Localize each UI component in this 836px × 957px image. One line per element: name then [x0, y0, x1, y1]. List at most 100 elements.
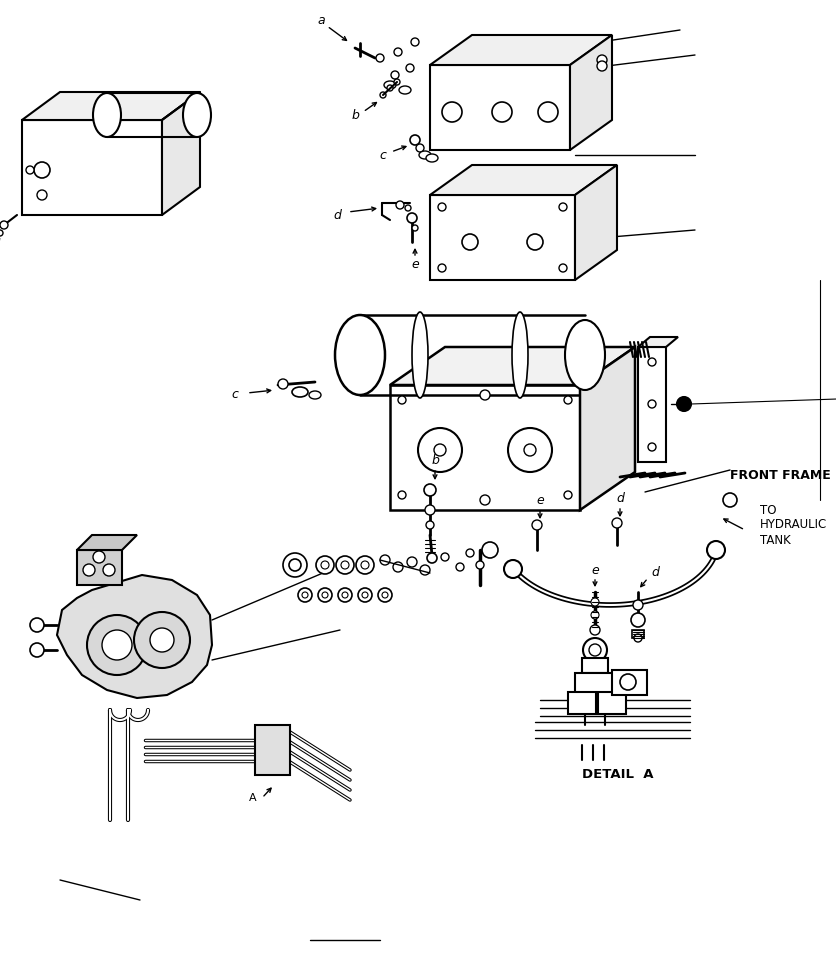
Circle shape [411, 225, 417, 231]
Circle shape [538, 102, 558, 122]
Text: DETAIL  A: DETAIL A [582, 768, 653, 782]
Polygon shape [637, 337, 677, 347]
Circle shape [558, 203, 566, 211]
Circle shape [589, 625, 599, 635]
Text: TO
HYDRAULIC
TANK: TO HYDRAULIC TANK [759, 503, 826, 546]
Polygon shape [430, 165, 616, 195]
Circle shape [0, 230, 3, 236]
Circle shape [302, 592, 308, 598]
Circle shape [342, 592, 348, 598]
Circle shape [482, 542, 497, 558]
Circle shape [398, 491, 405, 499]
Circle shape [466, 549, 473, 557]
Circle shape [340, 561, 349, 569]
Circle shape [527, 234, 543, 250]
Circle shape [0, 221, 8, 229]
Text: e: e [590, 564, 599, 576]
Circle shape [406, 213, 416, 223]
Circle shape [393, 562, 402, 572]
Text: b: b [350, 108, 359, 122]
Bar [581, 658, 607, 673]
Circle shape [563, 396, 571, 404]
Circle shape [355, 556, 374, 574]
Polygon shape [77, 550, 122, 585]
Circle shape [30, 618, 44, 632]
Circle shape [479, 390, 489, 400]
Polygon shape [569, 35, 611, 150]
Circle shape [461, 234, 477, 250]
Circle shape [590, 598, 599, 606]
Circle shape [318, 588, 332, 602]
Circle shape [417, 428, 461, 472]
Ellipse shape [512, 312, 528, 398]
Bar [611, 670, 646, 695]
Circle shape [375, 54, 384, 62]
Text: c: c [232, 389, 238, 402]
Circle shape [583, 638, 606, 662]
Circle shape [405, 205, 410, 211]
Circle shape [563, 491, 571, 499]
Ellipse shape [384, 81, 395, 89]
Circle shape [532, 520, 542, 530]
Circle shape [722, 493, 737, 507]
Circle shape [424, 484, 436, 496]
Circle shape [316, 556, 334, 574]
Circle shape [405, 64, 414, 72]
Circle shape [298, 588, 312, 602]
Circle shape [283, 553, 307, 577]
Polygon shape [430, 35, 611, 65]
Circle shape [390, 71, 399, 79]
Circle shape [380, 92, 385, 98]
Circle shape [441, 553, 448, 561]
Circle shape [596, 55, 606, 65]
Polygon shape [390, 347, 635, 385]
Circle shape [398, 396, 405, 404]
Circle shape [37, 190, 47, 200]
Circle shape [361, 592, 368, 598]
Circle shape [358, 588, 371, 602]
Polygon shape [430, 65, 569, 150]
Circle shape [706, 541, 724, 559]
Polygon shape [255, 725, 289, 775]
Circle shape [395, 201, 404, 209]
Circle shape [647, 358, 655, 366]
Text: d: d [333, 209, 340, 221]
Circle shape [102, 630, 132, 660]
Polygon shape [430, 195, 574, 280]
Circle shape [103, 564, 115, 576]
Circle shape [426, 553, 436, 563]
Circle shape [647, 443, 655, 451]
Circle shape [415, 144, 424, 152]
Circle shape [26, 166, 34, 174]
Circle shape [630, 613, 645, 627]
Polygon shape [57, 575, 212, 698]
Polygon shape [162, 92, 200, 215]
Polygon shape [22, 120, 162, 215]
Circle shape [335, 556, 354, 574]
Ellipse shape [419, 151, 431, 159]
Circle shape [406, 557, 416, 567]
Circle shape [558, 264, 566, 272]
Circle shape [647, 400, 655, 408]
Polygon shape [574, 165, 616, 280]
Circle shape [321, 561, 329, 569]
Circle shape [93, 551, 104, 563]
Circle shape [410, 38, 419, 46]
Circle shape [441, 102, 461, 122]
Circle shape [434, 444, 446, 456]
Text: d: d [615, 492, 623, 504]
Circle shape [456, 563, 463, 571]
Circle shape [380, 555, 390, 565]
Ellipse shape [183, 93, 211, 137]
Circle shape [378, 588, 391, 602]
Circle shape [476, 561, 483, 569]
Circle shape [150, 628, 174, 652]
Circle shape [134, 612, 190, 668]
Ellipse shape [292, 387, 308, 397]
Circle shape [632, 600, 642, 610]
Circle shape [386, 85, 393, 91]
Text: b: b [431, 454, 438, 466]
Circle shape [425, 505, 435, 515]
Circle shape [619, 674, 635, 690]
Circle shape [394, 79, 400, 85]
